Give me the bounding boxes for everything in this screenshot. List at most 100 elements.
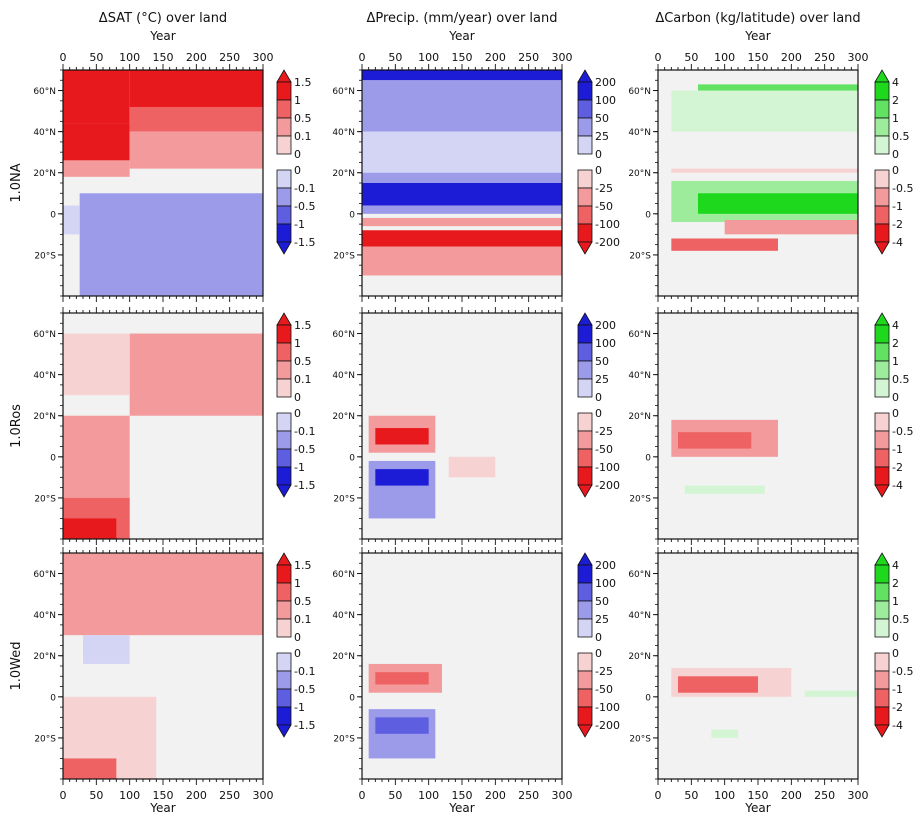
y-tick-label: 20°S	[629, 494, 651, 504]
x-tick-label-bottom: 300	[253, 789, 274, 802]
colorbar-upper-label: 25	[595, 613, 609, 626]
y-tick-label: 0	[349, 693, 355, 703]
colorbar-lower-segment	[874, 187, 890, 207]
x-tick-label-bottom: 300	[552, 789, 573, 802]
colorbar-upper-label: 25	[595, 373, 609, 386]
colorbar-upper-segment	[276, 378, 292, 398]
colorbar-lower-label: 0	[294, 647, 301, 660]
colorbar-lower-label: -0.5	[294, 443, 315, 456]
colorbar-upper-label: 2	[892, 577, 899, 590]
colorbar-lower-segment	[874, 169, 890, 189]
colorbar-bottom-arrow	[577, 484, 593, 498]
y-tick-label: 60°N	[628, 330, 651, 340]
x-tick-label-top: 200	[186, 51, 207, 64]
heatmap-cell	[678, 676, 758, 693]
y-tick-label: 40°N	[33, 611, 56, 621]
x-tick-label-bottom: 100	[714, 789, 735, 802]
x-tick-label-top: 300	[552, 51, 573, 64]
colorbar-upper-label: 1	[294, 94, 301, 107]
y-tick-label: 20°S	[34, 494, 56, 504]
colorbar-upper-label: 4	[892, 559, 899, 572]
y-tick-label: 20°S	[333, 734, 355, 744]
y-tick-label: 20°S	[34, 251, 56, 261]
colorbar-lower-label: -1	[294, 218, 305, 231]
colorbar-lower-segment	[577, 223, 593, 243]
colorbar-upper-label: 200	[595, 76, 616, 89]
y-tick-label: 0	[645, 693, 651, 703]
y-tick-label: 40°N	[628, 128, 651, 138]
colorbar-lower-label: -100	[595, 218, 620, 231]
colorbar-lower-label: -25	[595, 182, 613, 195]
colorbar-lower-label: -0.1	[294, 665, 315, 678]
heatmap-cell	[362, 172, 562, 183]
x-tick-label-top: 100	[119, 51, 140, 64]
colorbar-lower-segment	[874, 223, 890, 243]
colorbar-upper-label: 0	[294, 148, 301, 161]
y-tick-label: 60°N	[33, 570, 56, 580]
y-tick-label: 40°N	[628, 371, 651, 381]
heatmap-cell	[129, 333, 263, 416]
heatmap-cell	[375, 672, 429, 685]
y-tick-label: 60°N	[33, 330, 56, 340]
colorbar-upper-label: 200	[595, 319, 616, 332]
heatmap-cell	[362, 183, 562, 206]
heatmap-cell	[83, 635, 130, 664]
colorbar-lower-label: -1	[892, 683, 903, 696]
colorbar-lower-label: 0	[294, 407, 301, 420]
x-tick-label-top: 100	[418, 51, 439, 64]
heatmap-cell	[63, 70, 130, 124]
heatmap-cell	[362, 205, 562, 214]
heatmap-cell	[63, 553, 263, 636]
colorbar-upper-label: 0.5	[892, 373, 910, 386]
colorbar-top-arrow	[874, 69, 890, 83]
y-tick-label: 20°N	[628, 652, 651, 662]
colorbar-upper-label: 0.5	[892, 613, 910, 626]
colorbar-upper-segment	[577, 378, 593, 398]
colorbar-upper-segment	[276, 360, 292, 380]
colorbar-upper-label: 100	[595, 337, 616, 350]
y-tick-label: 60°N	[628, 570, 651, 580]
heatmap-cell	[362, 80, 562, 132]
colorbar-lower-label: -25	[595, 425, 613, 438]
colorbar-lower-segment	[276, 706, 292, 726]
column-title: ΔPrecip. (mm/year) over land	[366, 11, 557, 26]
colorbar-upper-segment	[874, 360, 890, 380]
heatmap-cell	[362, 131, 562, 173]
heatmap-cell	[724, 219, 858, 235]
heatmap-cell	[375, 428, 429, 445]
x-tick-label-top: 300	[253, 51, 274, 64]
colorbar-bottom-arrow	[874, 241, 890, 255]
colorbar-upper-segment	[577, 99, 593, 119]
x-tick-label-top: 250	[219, 51, 240, 64]
y-tick-label: 20°S	[629, 734, 651, 744]
colorbar-lower-segment	[577, 430, 593, 450]
row-label: 1.0Ros	[9, 404, 24, 448]
heatmap-cell	[671, 90, 858, 132]
y-tick-label: 40°N	[332, 128, 355, 138]
x-axis-title-bottom: Year	[149, 801, 175, 815]
colorbar-upper-label: 2	[892, 337, 899, 350]
colorbar-lower-segment	[276, 466, 292, 486]
colorbar-top-arrow	[577, 69, 593, 83]
x-tick-label-top: 0	[359, 51, 366, 64]
colorbar-lower-segment	[874, 688, 890, 708]
colorbar-upper-segment	[577, 342, 593, 362]
heatmap-cell	[678, 432, 752, 449]
heatmap-cell	[804, 690, 858, 697]
x-tick-label-bottom: 100	[418, 789, 439, 802]
x-axis-title-top: Year	[149, 29, 175, 43]
y-tick-label: 40°N	[33, 128, 56, 138]
y-tick-label: 40°N	[332, 371, 355, 381]
colorbar-bottom-arrow	[577, 724, 593, 738]
colorbar-upper-label: 25	[595, 130, 609, 143]
colorbar-upper-label: 0	[892, 148, 899, 161]
colorbar-top-arrow	[276, 312, 292, 326]
x-tick-label-top: 250	[814, 51, 835, 64]
heatmap-cell	[129, 70, 263, 107]
x-tick-label-bottom: 250	[219, 789, 240, 802]
panel-background	[658, 553, 858, 779]
